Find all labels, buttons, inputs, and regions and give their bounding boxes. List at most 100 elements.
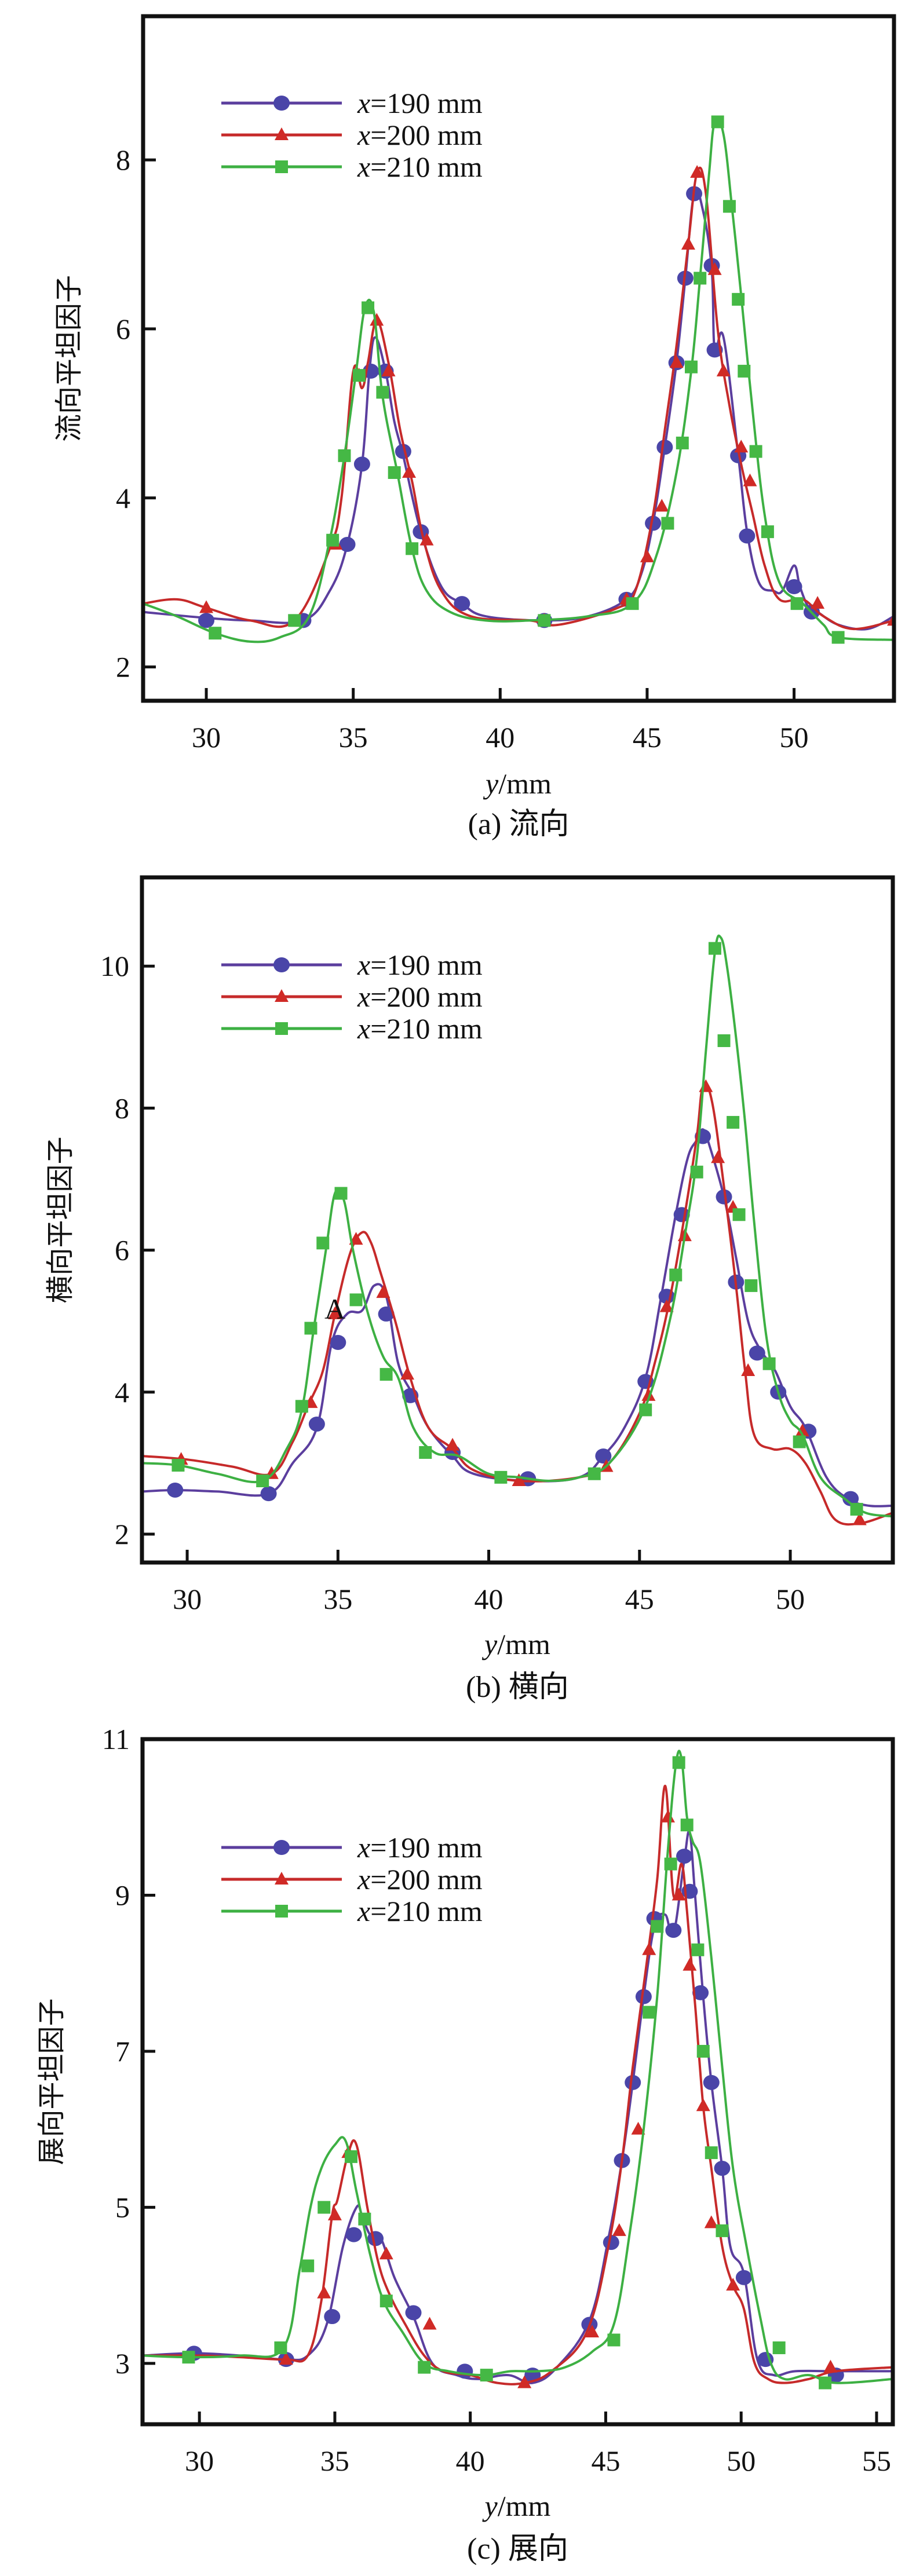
data-point <box>672 1887 686 1901</box>
series-line <box>143 1750 893 2384</box>
data-point <box>714 2161 731 2176</box>
data-point <box>379 2295 393 2308</box>
data-point <box>607 2333 621 2347</box>
series-line <box>143 166 894 631</box>
data-point <box>734 440 749 453</box>
x-axis-label-unit: /mm <box>498 2490 551 2522</box>
y-tick-label: 4 <box>116 482 130 514</box>
data-point <box>738 364 751 378</box>
legend-label-value: =200 mm <box>370 980 483 1013</box>
legend-label: x=200 mm <box>357 1863 483 1896</box>
data-point <box>716 1189 732 1205</box>
x-axis-label-unit: /mm <box>498 767 552 800</box>
panel-caption: (c) 展向 <box>467 2533 568 2566</box>
x-axis-label-var: y <box>482 2490 498 2522</box>
data-point <box>727 1115 740 1129</box>
data-point <box>704 2215 718 2229</box>
data-point <box>352 369 366 382</box>
data-point <box>353 456 370 472</box>
data-point <box>696 2044 710 2058</box>
y-tick-label: 6 <box>116 313 130 345</box>
legend-label-value: =210 mm <box>370 1895 483 1927</box>
data-point <box>669 355 684 368</box>
x-tick-label: 45 <box>591 2445 620 2477</box>
data-point <box>739 528 756 544</box>
data-point <box>327 2207 342 2220</box>
data-point <box>685 360 698 374</box>
y-tick-label: 3 <box>115 2347 130 2380</box>
data-point <box>656 440 673 455</box>
data-point <box>378 1306 395 1322</box>
legend-label-value: =190 mm <box>370 1831 483 1864</box>
legend-item: x=200 mm <box>221 980 483 1013</box>
data-point <box>640 549 654 562</box>
legend: x=190 mmx=200 mmx=210 mm <box>221 87 483 183</box>
legend-item: x=210 mm <box>221 151 483 183</box>
legend-marker-icon <box>273 957 290 972</box>
y-axis-label: 流向平坦因子 <box>53 275 85 442</box>
data-point <box>726 2278 740 2291</box>
legend-label-var: x <box>357 949 370 981</box>
x-tick-label: 50 <box>780 721 809 753</box>
data-point <box>419 532 434 546</box>
legend-item: x=210 mm <box>221 1895 483 1927</box>
data-point <box>304 1322 318 1335</box>
data-point <box>301 2259 315 2273</box>
y-tick-label: 10 <box>100 950 129 982</box>
plot-frame <box>141 14 896 703</box>
data-point <box>703 2074 720 2090</box>
x-tick-label: 40 <box>456 2445 485 2477</box>
data-point <box>823 2359 838 2373</box>
x-tick-label: 45 <box>625 1583 654 1615</box>
data-point <box>694 272 707 285</box>
legend-marker-icon <box>275 1022 288 1035</box>
data-point <box>711 115 724 129</box>
data-point <box>645 515 662 531</box>
data-point <box>308 1416 325 1432</box>
legend-label: x=210 mm <box>357 151 483 183</box>
y-tick-label: 7 <box>115 2035 130 2068</box>
data-point <box>318 2201 331 2214</box>
data-point <box>660 1809 675 1823</box>
data-point <box>811 596 825 609</box>
data-point <box>708 942 721 955</box>
data-point <box>793 1435 806 1448</box>
legend-item: x=190 mm <box>221 949 483 981</box>
data-point <box>722 200 736 213</box>
data-point <box>717 1034 731 1047</box>
data-point <box>772 2341 786 2354</box>
data-point <box>480 2369 493 2382</box>
data-point <box>367 2231 384 2246</box>
data-point <box>626 597 639 610</box>
data-point <box>705 2146 718 2160</box>
data-point <box>852 1512 867 1525</box>
data-point <box>716 363 731 376</box>
legend-label-value: =190 mm <box>370 87 483 119</box>
data-point <box>651 1920 664 1933</box>
data-point <box>661 517 674 530</box>
data-point <box>328 1306 342 1319</box>
data-point <box>743 473 757 486</box>
y-tick-label: 8 <box>115 1092 129 1124</box>
legend: x=190 mmx=200 mmx=210 mm <box>221 1831 483 1927</box>
legend: x=190 mmx=200 mmx=210 mm <box>221 949 483 1045</box>
data-point <box>664 1857 677 1871</box>
data-point <box>376 1285 391 1298</box>
data-point <box>690 1165 703 1179</box>
data-point <box>699 1079 713 1092</box>
data-point <box>512 1473 526 1487</box>
data-point <box>446 1437 460 1451</box>
legend-marker-icon <box>275 127 289 140</box>
legend-label: x=190 mm <box>357 87 483 119</box>
data-point <box>457 2363 473 2379</box>
legend-item: x=190 mm <box>221 1831 483 1864</box>
data-point <box>330 1334 346 1350</box>
legend-label-var: x <box>357 151 370 183</box>
data-point <box>418 2361 431 2374</box>
data-point <box>819 2376 832 2390</box>
series-line <box>143 188 894 631</box>
data-point <box>454 596 470 612</box>
data-point <box>316 1236 330 1250</box>
legend-marker-icon <box>275 1905 288 1918</box>
x-axis-label-var: y <box>481 1628 498 1660</box>
